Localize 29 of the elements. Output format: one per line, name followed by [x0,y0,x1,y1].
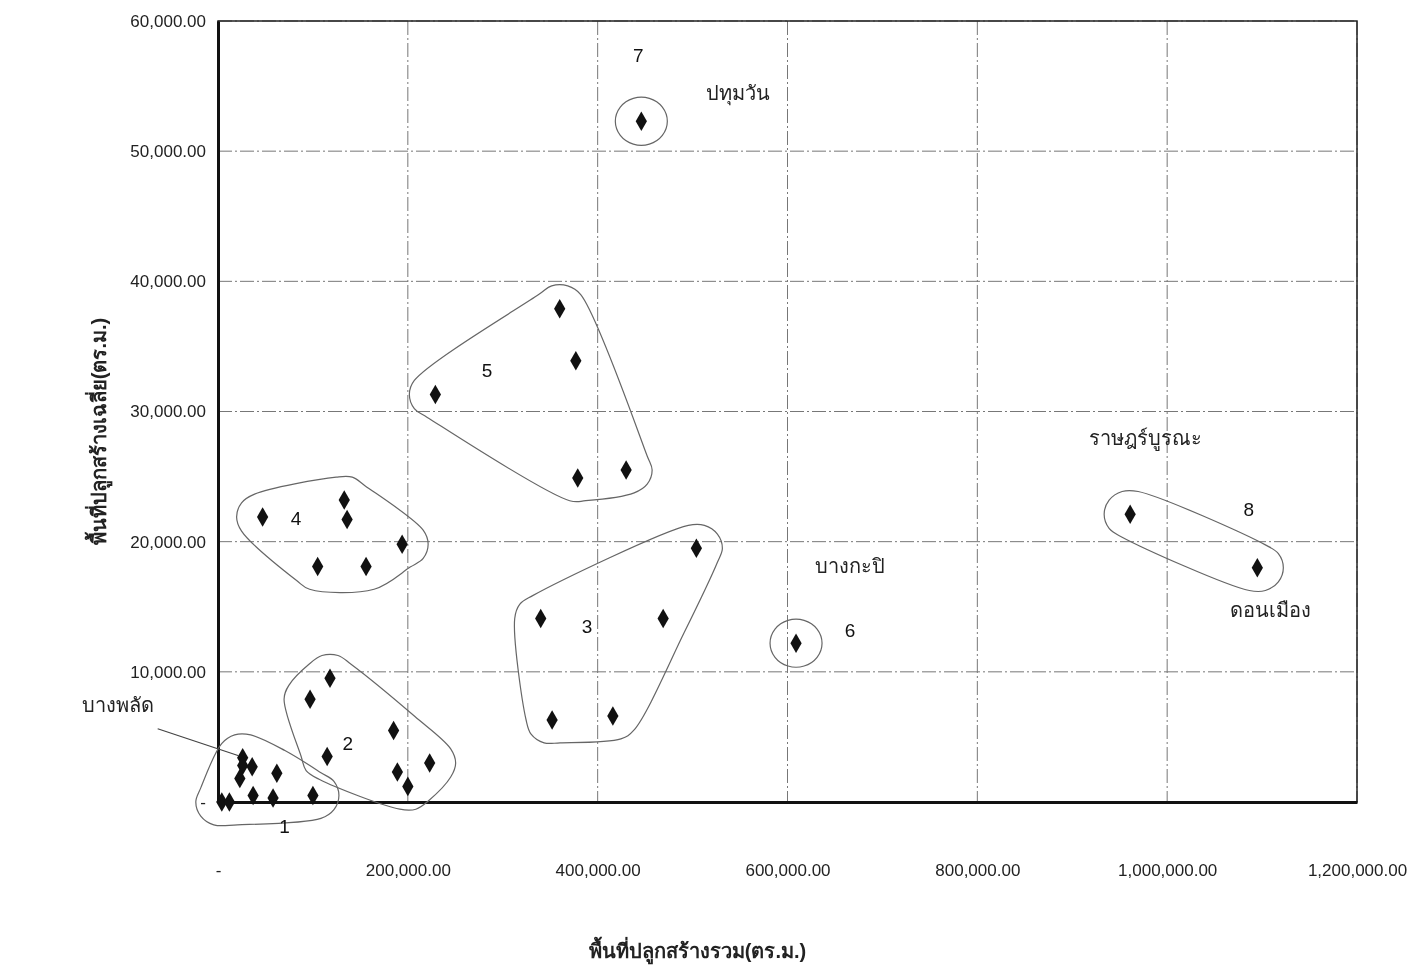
x-tick-label: 1,000,000.00 [1118,861,1218,881]
series-label: 4 [290,507,302,529]
text: 7 [633,45,644,67]
x-tick-label: 600,000.00 [745,861,831,881]
text: 5 [481,360,493,382]
x-axis-title: พื้นที่ปลูกสร้างรวม(ตร.ม.) [588,936,807,965]
annotation: ดอนเมือง [1229,599,1311,622]
x-tick-label: 400,000.00 [555,861,641,881]
y-tick-label: - [200,792,206,812]
y-tick-label: 50,000.00 [130,142,206,162]
x-tick-label: 200,000.00 [365,861,451,881]
annotation: บางพลัด [81,694,154,717]
series-label: 3 [581,616,593,638]
y-tick-label: 20,000.00 [130,532,206,552]
y-tick-label: 40,000.00 [130,272,206,292]
text: 6 [844,620,856,642]
text: 8 [1243,499,1255,521]
series-label: 2 [342,732,354,754]
x-tick-label: - [215,861,222,881]
y-tick-label: 10,000.00 [130,662,206,682]
annotation: บางกะปิ [815,555,885,578]
y-tick-label: 30,000.00 [130,402,206,422]
x-tick-label: 800,000.00 [935,861,1021,881]
y-tick-label: 60,000.00 [130,11,206,31]
annotation: ปทุมวัน [706,82,770,107]
x-tick-label: 1,200,000.00 [1307,861,1408,881]
y-axis-title: พื้นที่ปลูกสร้างเฉลี่ย(ตร.ม.) [84,317,113,546]
series-label: 1 [279,815,290,837]
annotation: ราษฎร์บูรณะ [1088,427,1202,452]
